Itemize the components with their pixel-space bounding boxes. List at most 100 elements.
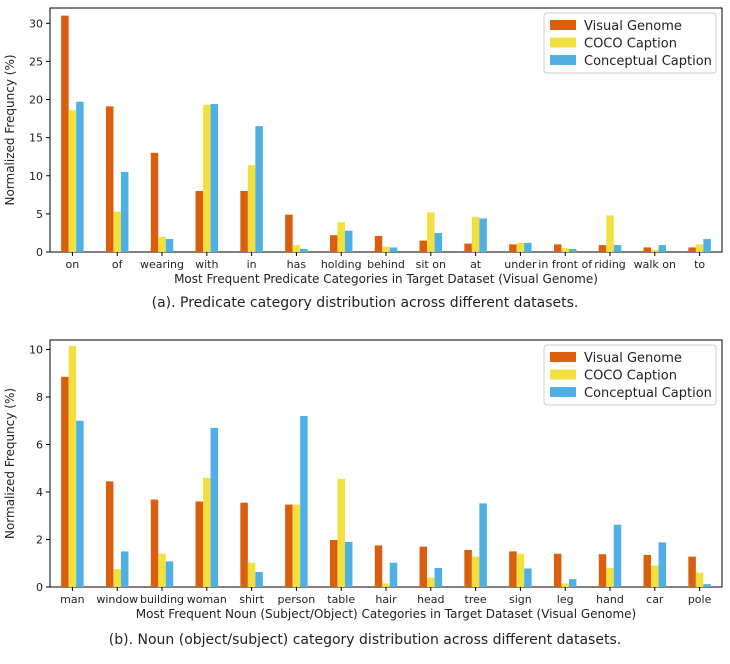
chart1-legend-label-visual-genome: Visual Genome — [584, 351, 682, 366]
chart0-bar-coco-caption-wearing — [158, 236, 166, 252]
chart1-bar-coco-caption-tree — [471, 556, 480, 587]
chart0-bar-coco-caption-in-front-of — [561, 248, 569, 252]
chart1-bar-coco-caption-table — [337, 478, 345, 587]
chart0-bar-visual-genome-walk-on — [643, 247, 652, 252]
chart0-bar-coco-caption-behind — [382, 246, 390, 252]
chart0-legend-label-conceptual-caption: Conceptual Caption — [584, 54, 712, 69]
chart0-bar-visual-genome-has — [285, 214, 293, 252]
chart1-xtick-label-sign: sign — [509, 593, 532, 606]
chart0-legend: Visual Genome COCO Caption Conceptual Capt… — [543, 12, 717, 74]
chart1-bar-visual-genome-window — [105, 481, 114, 587]
chart0-bar-coco-caption-in — [247, 165, 256, 252]
chart0-xtick-label-to: to — [694, 258, 705, 271]
chart0-bar-visual-genome-to — [688, 247, 696, 252]
chart1-bar-visual-genome-building — [150, 499, 159, 587]
chart0-ytick-label-30: 30 — [29, 17, 43, 30]
chart0-bar-conceptual-caption-at — [479, 218, 487, 252]
chart0-bar-visual-genome-with — [195, 191, 204, 252]
chart0-xtick-label-sit-on: sit on — [416, 258, 446, 271]
chart0-xtick-label-riding: riding — [594, 258, 626, 271]
chart1-ytick-label-2: 2 — [36, 534, 43, 547]
chart0-bar-conceptual-caption-in — [255, 126, 263, 252]
chart0-bar-visual-genome-riding — [598, 245, 607, 252]
chart0-bar-conceptual-caption-has — [300, 248, 308, 252]
chart0-xtick-label-has: has — [287, 258, 307, 271]
chart0-ytick-label-25: 25 — [29, 55, 43, 68]
chart0-legend-box — [543, 12, 717, 74]
chart1-bar-coco-caption-person — [292, 504, 301, 587]
chart1-legend-label-conceptual-caption: Conceptual Caption — [584, 386, 712, 401]
chart0-bar-conceptual-caption-holding — [344, 230, 353, 252]
chart0-bar-coco-caption-walk-on — [651, 249, 659, 252]
chart0-ytick-label-15: 15 — [29, 132, 43, 145]
chart0-bar-conceptual-caption-on — [76, 101, 84, 252]
chart1-bar-conceptual-caption-man — [76, 420, 84, 587]
chart1-xtick-label-table: table — [327, 593, 355, 606]
chart0-bar-conceptual-caption-under — [524, 242, 532, 252]
chart1-bar-coco-caption-car — [651, 565, 659, 587]
chart0-xtick-label-behind: behind — [367, 258, 405, 271]
chart1-bar-visual-genome-pole — [688, 556, 696, 587]
chart0-legend-swatch-conceptual-caption — [550, 55, 576, 65]
chart1-bar-coco-caption-pole — [695, 572, 704, 587]
chart1-bar-visual-genome-woman — [195, 501, 204, 587]
chart0-legend-swatch-coco-caption — [550, 37, 576, 48]
chart1-bar-visual-genome-table — [329, 539, 338, 587]
chart1-bar-visual-genome-man — [61, 376, 69, 587]
chart1-xtick-label-shirt: shirt — [239, 593, 264, 606]
chart1-bar-coco-caption-building — [158, 553, 166, 587]
chart0-bar-visual-genome-on — [61, 15, 69, 252]
chart0-bar-conceptual-caption-sit-on — [434, 232, 443, 252]
chart0-xtick-label-in-front-of: in front of — [538, 258, 593, 271]
chart0-bar-visual-genome-at — [464, 243, 472, 252]
chart1-xtick-label-hand: hand — [596, 593, 624, 606]
chart0-xtick-label-with: with — [195, 258, 218, 271]
chart0-xtick-label-under: under — [504, 258, 537, 271]
chart0-xtick-label-on: on — [66, 258, 80, 271]
chart1-bar-coco-caption-head — [427, 577, 435, 587]
chart0-bar-coco-caption-sit-on — [427, 212, 435, 252]
chart1-xtick-label-leg: leg — [557, 593, 574, 606]
caption-predicate-chart: (a). Predicate category distribution acr… — [151, 295, 579, 311]
chart1-bar-visual-genome-car — [643, 554, 652, 587]
chart1-bar-conceptual-caption-shirt — [255, 572, 263, 587]
chart0-bar-conceptual-caption-in-front-of — [568, 248, 577, 252]
chart1-bar-visual-genome-sign — [509, 551, 517, 587]
chart1-legend-label-coco-caption: COCO Caption — [584, 369, 677, 384]
chart0-legend-label-visual-genome: Visual Genome — [584, 19, 682, 34]
chart0-bar-coco-caption-under — [516, 242, 525, 252]
chart1-bar-conceptual-caption-window — [120, 551, 129, 587]
chart1-legend-box — [543, 344, 717, 406]
chart1-bar-conceptual-caption-car — [658, 542, 667, 587]
chart1-bar-coco-caption-shirt — [247, 562, 256, 587]
chart1-bar-visual-genome-shirt — [240, 502, 248, 587]
chart0-y-axis-label: Normalized Frequncy (%) — [3, 54, 17, 205]
chart1-bar-visual-genome-hair — [374, 545, 383, 587]
chart1-legend-swatch-conceptual-caption — [550, 387, 576, 397]
chart1-bar-conceptual-caption-pole — [703, 584, 711, 587]
chart1-ytick-label-10: 10 — [29, 344, 43, 357]
chart1-bar-conceptual-caption-building — [165, 561, 174, 587]
chart1-bar-visual-genome-person — [285, 504, 293, 587]
chart1-xtick-label-hair: hair — [375, 593, 397, 606]
chart0-xtick-label-walk-on: walk on — [634, 258, 676, 271]
chart1-x-axis-label: Most Frequent Noun (Subject/Object) Cate… — [136, 607, 636, 621]
chart1-bar-coco-caption-window — [113, 569, 121, 587]
chart0-bar-coco-caption-holding — [337, 222, 345, 252]
chart0-ytick-label-5: 5 — [36, 208, 43, 221]
chart0-bar-visual-genome-wearing — [150, 152, 159, 252]
chart0-bar-coco-caption-at — [471, 216, 480, 252]
chart1-xtick-label-window: window — [96, 593, 138, 606]
chart0-legend-label-coco-caption: COCO Caption — [584, 37, 677, 52]
chart1-bar-conceptual-caption-hand — [613, 524, 622, 587]
chart1-ytick-label-8: 8 — [36, 391, 43, 404]
chart1-xtick-label-person: person — [278, 593, 316, 606]
chart0-ytick-label-0: 0 — [36, 246, 43, 259]
chart1-bar-coco-caption-hand — [606, 568, 614, 587]
chart0-bar-visual-genome-holding — [329, 235, 338, 252]
chart1-legend-swatch-coco-caption — [550, 369, 576, 380]
chart0-xtick-label-wearing: wearing — [140, 258, 184, 271]
chart0-legend-swatch-visual-genome — [550, 20, 576, 30]
chart1-bar-coco-caption-sign — [516, 553, 525, 587]
chart1-bar-visual-genome-tree — [464, 549, 472, 587]
